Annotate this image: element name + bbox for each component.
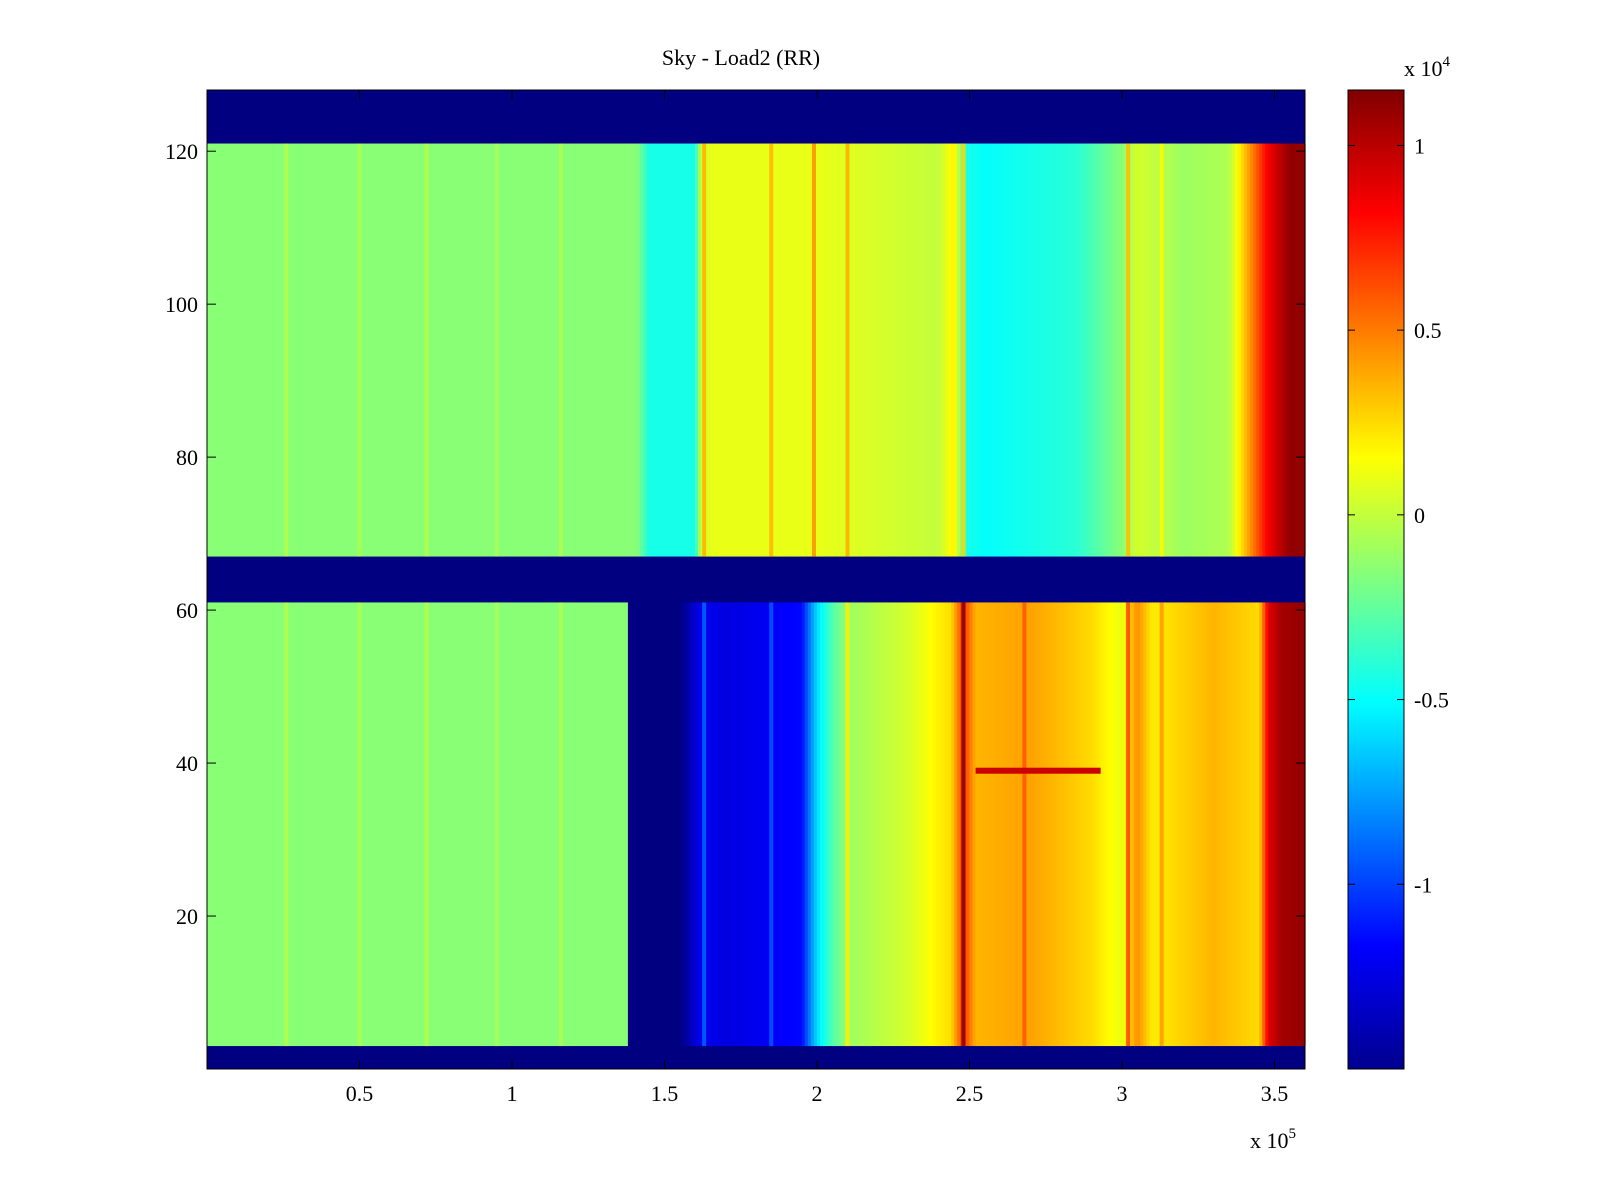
colorbar-exponent-label: x 104	[1404, 54, 1451, 81]
vertical-line	[559, 602, 563, 1046]
vertical-line	[961, 602, 965, 1046]
vertical-line	[1126, 144, 1130, 557]
y-tick-label: 80	[176, 445, 198, 470]
vertical-line	[284, 144, 288, 557]
x-tick-label: 2.5	[956, 1081, 984, 1106]
vertical-line	[425, 602, 429, 1046]
x-tick-label: 3.5	[1261, 1081, 1289, 1106]
colorbar-tick-label: -0.5	[1414, 688, 1449, 713]
vertical-line	[358, 144, 362, 557]
vertical-line	[961, 144, 965, 557]
heatmap	[207, 90, 1306, 1069]
y-tick-label: 120	[165, 139, 198, 164]
vertical-line	[559, 144, 563, 557]
vertical-line	[702, 144, 706, 557]
x-tick-label: 3	[1117, 1081, 1128, 1106]
vertical-line	[1160, 144, 1164, 557]
vertical-line	[1160, 602, 1164, 1046]
x-exponent-base: x 10	[1250, 1128, 1289, 1153]
colorbar-exponent-power: 4	[1443, 54, 1451, 70]
vertical-line	[769, 144, 773, 557]
vertical-line	[495, 602, 499, 1046]
vertical-line	[495, 144, 499, 557]
vertical-line	[284, 602, 288, 1046]
figure: Sky - Load2 (RR) 0.5 1 1.5 2 2.5 3 3.5 2040608…	[0, 0, 1600, 1200]
vertical-line	[425, 144, 429, 557]
lower-panel	[207, 602, 1306, 1046]
y-tick-label: 100	[165, 292, 198, 317]
colorbar: -1 -0.5 0 0.5 1 x 104	[1348, 54, 1451, 1069]
y-tick-label: 60	[176, 598, 198, 623]
upper-panel	[207, 144, 1306, 557]
vertical-line	[358, 602, 362, 1046]
vertical-line	[846, 602, 850, 1046]
x-tick-label: 1.5	[651, 1081, 679, 1106]
vertical-line	[846, 144, 850, 557]
x-tick-label: 0.5	[346, 1081, 374, 1106]
y-tick-label: 20	[176, 904, 198, 929]
vertical-line	[812, 144, 816, 557]
colorbar-tick-label: 0	[1414, 503, 1425, 528]
colorbar-tick-label: -1	[1414, 872, 1432, 897]
x-exponent-power: 5	[1289, 1126, 1297, 1142]
vertical-line	[769, 602, 773, 1046]
vertical-line	[702, 602, 706, 1046]
vertical-line	[1022, 602, 1026, 1046]
chart-title: Sky - Load2 (RR)	[662, 45, 820, 70]
colorbar-tick-label: 0.5	[1414, 318, 1442, 343]
x-exponent-label: x 105	[1250, 1126, 1296, 1153]
x-tick-label: 1	[507, 1081, 518, 1106]
x-tick-label: 2	[812, 1081, 823, 1106]
colorbar-gradient	[1348, 90, 1404, 1069]
colorbar-tick-label: 1	[1414, 133, 1425, 158]
y-tick-label: 40	[176, 751, 198, 776]
vertical-line	[1126, 602, 1130, 1046]
horizontal-streak	[976, 768, 1101, 774]
colorbar-exponent-base: x 10	[1404, 56, 1443, 81]
